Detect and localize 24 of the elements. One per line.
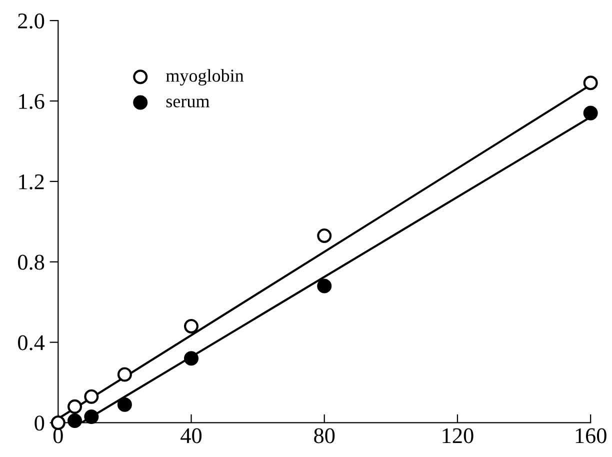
y-tick-label: 2.0: [18, 13, 44, 29]
y-tick-label: 1.2: [19, 174, 44, 190]
point: [117, 367, 132, 382]
x-tick-label: 160: [576, 428, 606, 444]
legend-label: serum: [166, 98, 210, 108]
point: [317, 278, 332, 294]
point: [184, 351, 199, 366]
point: [317, 228, 332, 243]
legend-label: myoglobin: [166, 69, 244, 86]
x-tick-label: 40: [180, 428, 202, 444]
point: [84, 389, 99, 404]
y-tick-label: 0: [34, 416, 44, 431]
point: [117, 397, 132, 412]
point: [84, 409, 99, 424]
y-tick-label: 0.4: [18, 335, 45, 350]
y-tick-label: 0.8: [18, 254, 44, 270]
point: [184, 318, 199, 334]
y-tick-label: 1.6: [19, 94, 44, 110]
point: [68, 399, 82, 414]
point: [583, 76, 598, 90]
x-tick-label: 120: [442, 428, 474, 444]
point: [583, 106, 598, 120]
point: [68, 413, 82, 428]
x-tick-label: 80: [314, 428, 335, 444]
